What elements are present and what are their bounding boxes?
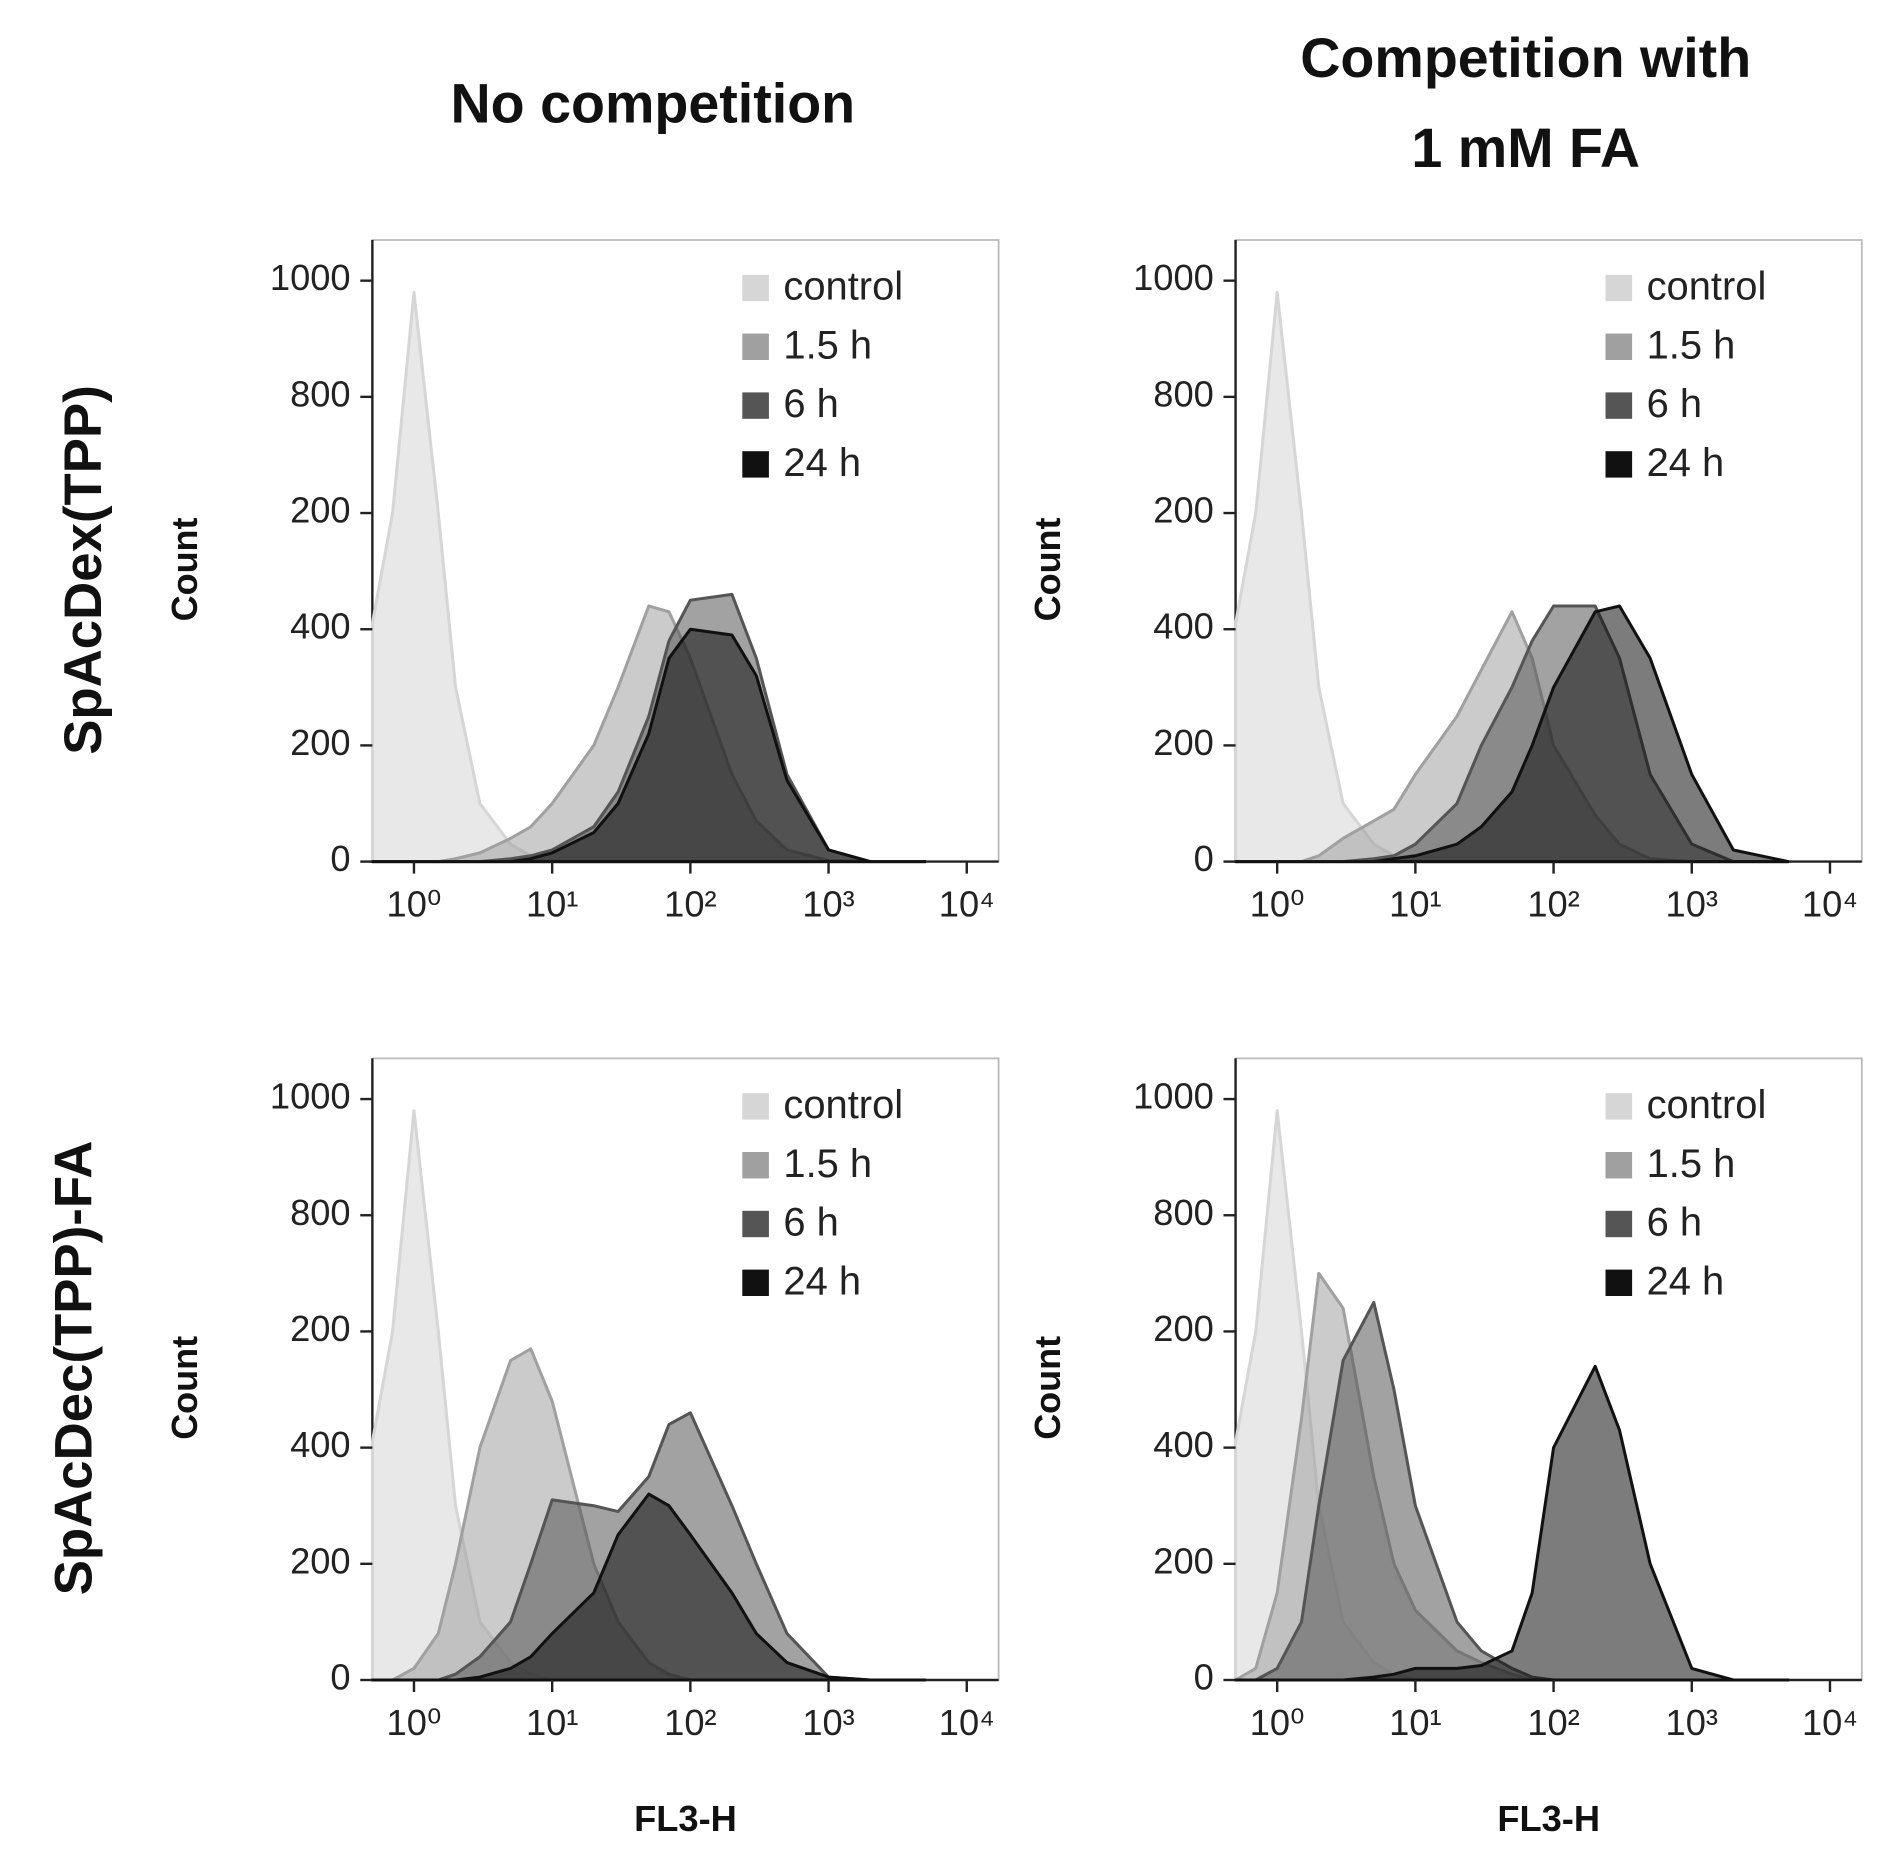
x-tick-label: 10⁰	[387, 884, 442, 925]
histogram-area	[370, 1492, 927, 1682]
legend-label: 24 h	[783, 1260, 861, 1304]
y-tick-label: 0	[1194, 1657, 1214, 1698]
x-tick-label: 10³	[1666, 1702, 1718, 1743]
y-tick-label: 1000	[1133, 1076, 1214, 1117]
x-tick-label: 10⁴	[939, 1702, 995, 1743]
row-label: SpAcDex(TPP)	[54, 385, 113, 755]
y-tick-label: 0	[330, 838, 350, 879]
y-tick-label: 200	[1153, 1308, 1214, 1349]
y-tick-label: 200	[290, 1540, 351, 1581]
legend-label: 24 h	[1647, 1260, 1725, 1304]
x-tick-label: 10³	[802, 1702, 854, 1743]
legend-label: 24 h	[1647, 441, 1725, 485]
x-tick-label: 10²	[664, 1702, 716, 1743]
y-tick-label: 400	[1153, 1424, 1214, 1465]
row-label: SpAcDec(TPP)-FA	[44, 1141, 103, 1596]
y-tick-label: 200	[290, 1308, 351, 1349]
legend-label: 6 h	[783, 1201, 838, 1245]
legend-label: 6 h	[783, 382, 838, 426]
x-axis-label: FL3-H	[634, 1798, 737, 1839]
legend-swatch	[742, 1210, 769, 1238]
legend-swatch	[1605, 1093, 1633, 1120]
x-tick-label: 10²	[664, 884, 716, 925]
x-tick-label: 10⁴	[939, 884, 995, 925]
legend-label: control	[1647, 265, 1767, 309]
column-title: No competition	[451, 73, 856, 135]
y-tick-label: 800	[290, 1192, 351, 1233]
y-tick-label: 0	[330, 1657, 350, 1698]
legend-swatch	[1605, 392, 1633, 419]
y-tick-label: 200	[290, 722, 351, 763]
legend-swatch	[742, 333, 769, 360]
y-tick-label: 1000	[1133, 257, 1214, 298]
legend-swatch	[742, 451, 769, 478]
y-tick-label: 400	[1153, 606, 1214, 647]
x-tick-label: 10²	[1527, 884, 1579, 925]
x-tick-label: 10⁰	[387, 1702, 442, 1743]
x-axis-label: FL3-H	[1497, 1798, 1600, 1839]
y-tick-label: 0	[1194, 838, 1214, 879]
y-axis-label: Count	[1027, 1336, 1068, 1440]
legend-label: control	[783, 265, 903, 309]
x-tick-label: 10¹	[526, 884, 578, 925]
column-title: Competition with	[1300, 27, 1751, 89]
x-tick-label: 10⁴	[1802, 884, 1858, 925]
y-tick-label: 800	[1153, 373, 1214, 414]
legend-label: control	[1647, 1083, 1767, 1127]
legend-swatch	[742, 1152, 769, 1179]
legend-swatch	[1605, 1210, 1633, 1238]
legend-label: 6 h	[1647, 382, 1702, 426]
x-tick-label: 10¹	[1389, 884, 1441, 925]
y-tick-label: 200	[1153, 1540, 1214, 1581]
legend-label: control	[783, 1083, 903, 1127]
legend-swatch	[742, 274, 769, 302]
x-tick-label: 10¹	[1389, 1702, 1441, 1743]
histogram-area	[1234, 604, 1790, 864]
legend-swatch	[742, 1269, 769, 1296]
legend-label: 1.5 h	[1647, 324, 1736, 368]
legend-swatch	[1605, 1152, 1633, 1179]
legend-label: 6 h	[1647, 1201, 1702, 1245]
legend-label: 1.5 h	[783, 1142, 872, 1186]
x-tick-label: 10⁰	[1250, 1702, 1305, 1743]
y-tick-label: 1000	[270, 1076, 351, 1117]
y-tick-label: 800	[290, 373, 351, 414]
legend-label: 1.5 h	[783, 324, 872, 368]
legend-swatch	[742, 392, 769, 419]
histogram-area	[370, 627, 927, 864]
column-title: 1 mM FA	[1411, 117, 1640, 179]
y-tick-label: 200	[1153, 490, 1214, 531]
x-tick-label: 10⁰	[1250, 884, 1305, 925]
y-tick-label: 1000	[270, 257, 351, 298]
legend-label: 1.5 h	[1647, 1142, 1736, 1186]
y-tick-label: 800	[1153, 1192, 1214, 1233]
legend-swatch	[1605, 274, 1633, 302]
y-tick-label: 200	[1153, 722, 1214, 763]
legend-swatch	[1605, 333, 1633, 360]
x-tick-label: 10³	[802, 884, 854, 925]
x-tick-label: 10²	[1527, 1702, 1579, 1743]
y-tick-label: 200	[290, 490, 351, 531]
y-axis-label: Count	[1027, 517, 1068, 621]
y-axis-label: Count	[164, 517, 205, 621]
y-tick-label: 400	[290, 606, 351, 647]
x-tick-label: 10¹	[526, 1702, 578, 1743]
legend-swatch	[1605, 1269, 1633, 1296]
histogram-area	[1234, 1364, 1790, 1682]
legend-swatch	[742, 1093, 769, 1120]
legend-swatch	[1605, 451, 1633, 478]
x-tick-label: 10⁴	[1802, 1702, 1858, 1743]
y-axis-label: Count	[164, 1336, 205, 1440]
x-tick-label: 10³	[1666, 884, 1718, 925]
legend-label: 24 h	[783, 441, 861, 485]
y-tick-label: 400	[290, 1424, 351, 1465]
